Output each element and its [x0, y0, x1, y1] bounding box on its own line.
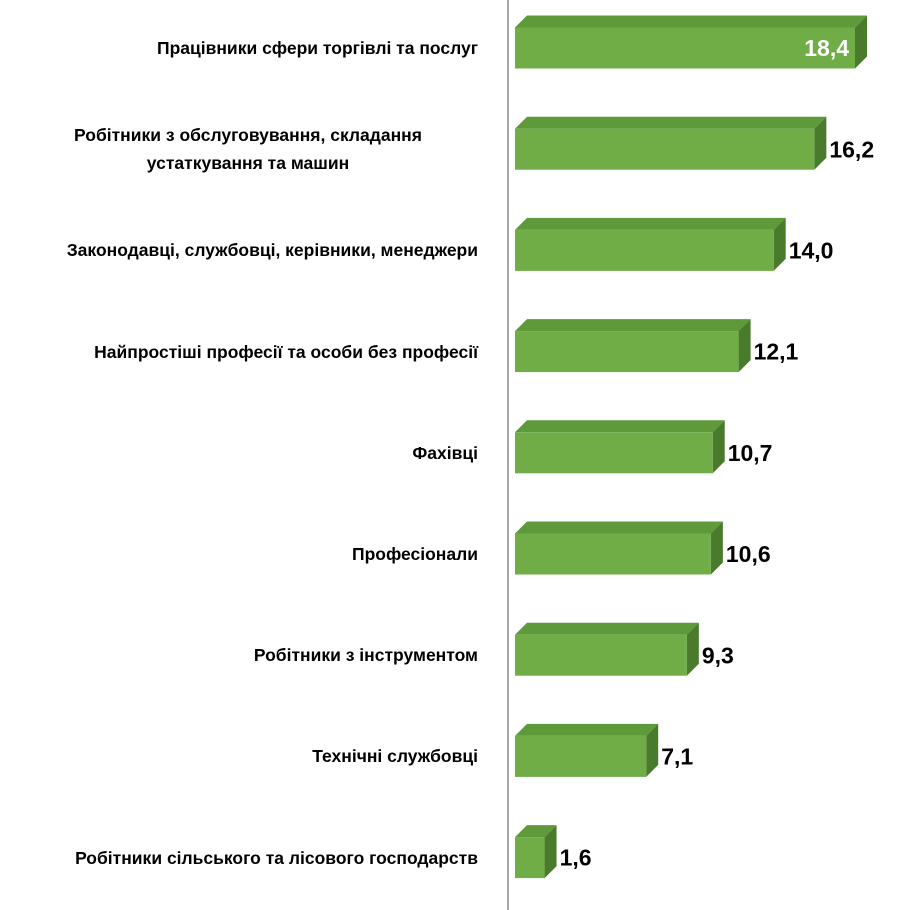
category-label-box: Найпростіші професії та особи без профес…: [8, 312, 478, 392]
category-label: Законодавці, службовці, керівники, менед…: [66, 240, 478, 261]
bar-top: [515, 15, 867, 28]
bar-top: [515, 217, 786, 230]
category-label-box: Технічні службовці: [8, 716, 478, 796]
value-label: 16,2: [829, 136, 874, 162]
category-label-box: Робітники з інструментом: [8, 615, 478, 695]
bar-side: [738, 319, 751, 373]
bar: [515, 533, 711, 575]
bar-side: [544, 825, 557, 879]
bar: [515, 432, 713, 474]
value-label: 18,4: [804, 35, 849, 61]
bar-top: [515, 319, 751, 332]
category-label: Технічні службовці: [312, 746, 478, 767]
bar-side: [773, 217, 786, 271]
category-label-box: Робітники з обслуговування, складання ус…: [8, 109, 478, 189]
bar-top: [515, 622, 699, 635]
bar-side: [814, 116, 827, 170]
category-label-box: Робітники сільського та лісового господа…: [8, 818, 478, 898]
category-label: Робітники сільського та лісового господа…: [75, 847, 478, 868]
bar-side: [712, 420, 725, 474]
bar: [515, 735, 647, 777]
bar: [515, 837, 545, 879]
value-label: 14,0: [789, 237, 834, 263]
value-label: 7,1: [661, 743, 693, 769]
bar-side: [710, 521, 723, 575]
category-label: Працівники сфери торгівлі та послуг: [156, 38, 478, 58]
category-label-box: Професіонали: [8, 514, 478, 594]
bar-top: [515, 116, 827, 129]
value-label: 10,6: [726, 541, 771, 567]
value-label: 1,6: [560, 845, 592, 871]
bar-top: [515, 420, 725, 433]
bar-top: [515, 723, 659, 736]
value-label: 9,3: [702, 642, 734, 668]
bar-top: [515, 521, 723, 534]
bar-side: [855, 15, 867, 69]
bar: [515, 634, 687, 676]
category-label: Найпростіші професії та особи без профес…: [94, 341, 478, 362]
category-label: Фахівці: [412, 442, 478, 463]
category-label: Професіонали: [351, 544, 478, 564]
category-label: Робітники з обслуговування, складання ус…: [74, 125, 422, 174]
bar-side: [686, 622, 699, 676]
category-label-box: Фахівці: [8, 413, 478, 493]
category-label: Робітники з інструментом: [253, 645, 478, 666]
bar: [515, 331, 739, 373]
bar: [515, 27, 855, 69]
bar-side: [646, 723, 659, 777]
value-label: 12,1: [754, 339, 799, 365]
bar: [515, 128, 815, 170]
category-label-box: Законодавці, службовці, керівники, менед…: [8, 210, 478, 290]
value-label: 10,7: [728, 440, 773, 466]
category-label-box: Працівники сфери торгівлі та послуг: [8, 8, 478, 88]
bar: [515, 229, 774, 271]
bar-top: [515, 825, 557, 838]
